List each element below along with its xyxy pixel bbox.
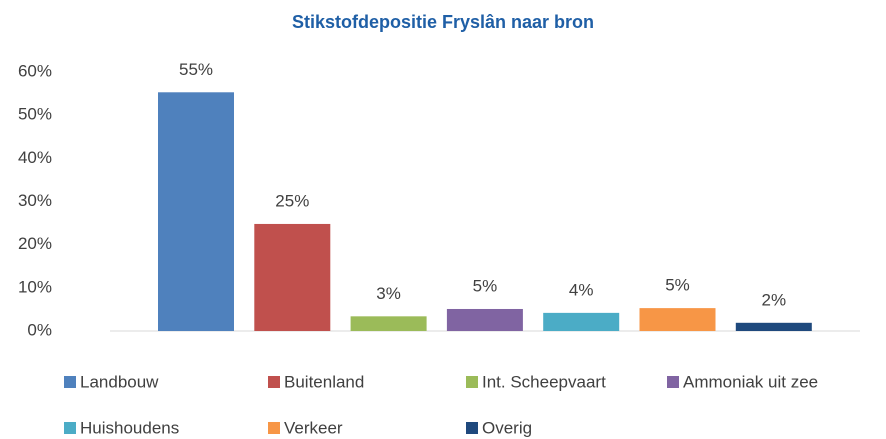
legend-swatch (64, 422, 76, 434)
y-tick-label: 10% (18, 277, 52, 296)
y-tick-label: 20% (18, 234, 52, 253)
bar (639, 308, 716, 331)
legend-label: Ammoniak uit zee (683, 372, 818, 391)
legend-label: Huishoudens (80, 418, 179, 437)
bar (446, 308, 523, 331)
legend-label: Landbouw (80, 372, 159, 391)
bar (254, 223, 331, 331)
data-label: 3% (376, 284, 401, 303)
legend-swatch (667, 376, 679, 388)
data-label: 55% (179, 60, 213, 79)
legend-swatch (64, 376, 76, 388)
y-tick-label: 40% (18, 148, 52, 167)
data-label: 2% (762, 290, 787, 309)
data-label: 4% (569, 280, 594, 299)
legend-swatch (268, 376, 280, 388)
y-tick-label: 50% (18, 105, 52, 124)
bar (350, 316, 427, 331)
legend-swatch (466, 376, 478, 388)
bar (735, 322, 812, 331)
legend-label: Overig (482, 418, 532, 437)
y-tick-label: 60% (18, 61, 52, 80)
y-tick-label: 0% (27, 320, 52, 339)
bar (158, 92, 234, 331)
data-label: 5% (665, 276, 690, 295)
chart-title: Stikstofdepositie Fryslân naar bron (292, 12, 594, 32)
legend-swatch (466, 422, 478, 434)
legend-swatch (268, 422, 280, 434)
bar (543, 312, 620, 331)
data-label: 25% (275, 191, 309, 210)
data-label: 5% (473, 276, 498, 295)
legend-label: Verkeer (284, 418, 343, 437)
y-tick-label: 30% (18, 191, 52, 210)
legend-label: Int. Scheepvaart (482, 372, 606, 391)
legend-label: Buitenland (284, 372, 364, 391)
